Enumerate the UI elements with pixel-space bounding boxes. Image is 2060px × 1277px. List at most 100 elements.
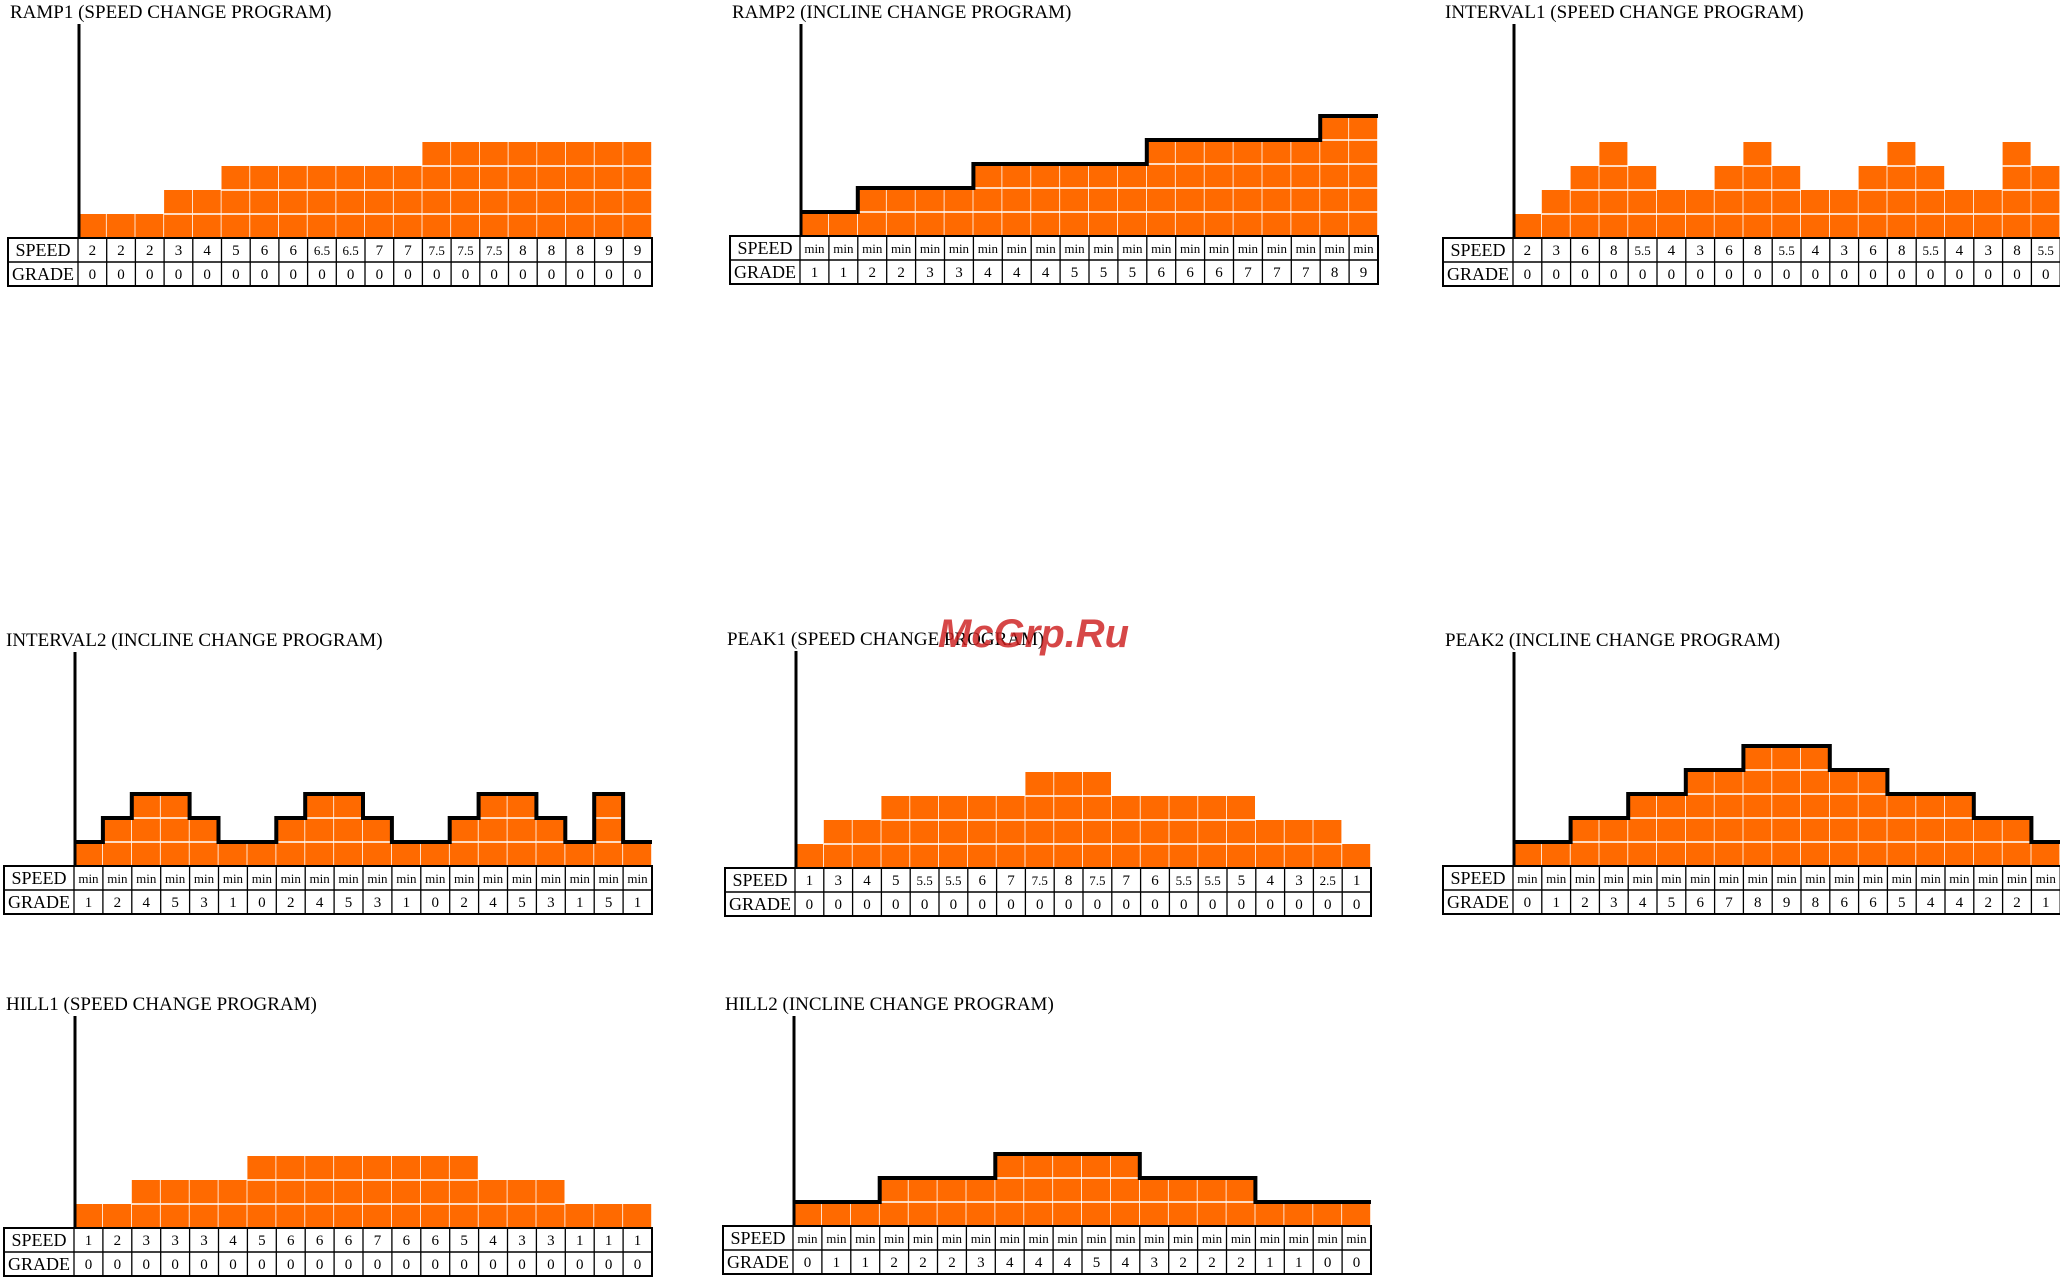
speed-value-cell: min [512, 871, 533, 886]
bar [391, 842, 421, 866]
speed-value-cell: 7 [1122, 873, 1130, 889]
speed-value-cell: min [367, 871, 388, 886]
grade-value-cell: 0 [1725, 267, 1733, 283]
speed-value-cell: min [1180, 241, 1201, 256]
speed-value-cell: min [971, 1231, 992, 1246]
speed-value-cell: 2 [89, 243, 97, 259]
grade-value-cell: 0 [605, 1257, 613, 1273]
grade-row-label: GRADE [12, 264, 74, 284]
grade-value-cell: 3 [926, 265, 934, 281]
bar [334, 794, 363, 866]
speed-value-cell: min [483, 871, 504, 886]
bar [1111, 796, 1141, 868]
grade-value-cell: 2 [1208, 1255, 1216, 1271]
bar [939, 796, 968, 868]
grade-value-cell: 0 [921, 897, 929, 913]
bar [1945, 794, 1974, 866]
speed-value-cell: min [627, 871, 648, 886]
bar [795, 844, 824, 868]
speed-value-cell: 9 [605, 243, 613, 259]
chart-title: INTERVAL2 (INCLINE CHANGE PROGRAM) [6, 630, 383, 651]
grade-value-cell: 0 [318, 267, 326, 283]
grade-value-cell: 0 [1266, 897, 1274, 913]
grade-row-label: GRADE [1447, 892, 1509, 912]
grade-value-cell: 0 [143, 1257, 151, 1273]
speed-value-cell: 4 [203, 243, 211, 259]
bar [623, 842, 652, 866]
speed-value-cell: min [2036, 871, 2057, 886]
grade-value-cell: 0 [89, 267, 97, 283]
grade-value-cell: 0 [1610, 267, 1618, 283]
bar [1053, 1154, 1082, 1226]
grade-value-cell: 0 [634, 267, 642, 283]
speed-value-cell: min [541, 871, 562, 886]
speed-value-cell: min [1057, 1231, 1078, 1246]
speed-value-cell: 8 [1898, 243, 1906, 259]
grade-row-label: GRADE [729, 894, 791, 914]
grade-value-cell: 5 [1898, 895, 1906, 911]
bar [1916, 166, 1945, 238]
grade-value-cell: 1 [1552, 895, 1560, 911]
speed-value-cell: min [1267, 241, 1288, 256]
grade-value-cell: 4 [1042, 265, 1050, 281]
bar [565, 1204, 595, 1228]
program-chart: RAMP1 (SPEED CHANGE PROGRAM) SPEED GRADE 2 2… [7, 2, 653, 287]
speed-value-cell: 3 [143, 1233, 151, 1249]
grade-value-cell: 8 [1754, 895, 1762, 911]
incline-profile-line [74, 792, 652, 844]
bar [1140, 796, 1170, 868]
speed-value-cell: 8 [1610, 243, 1618, 259]
speed-value-cell: min [281, 871, 302, 886]
grade-value-cell: 0 [1552, 267, 1560, 283]
watermark-text: McGrp.Ru [938, 612, 1130, 656]
speed-value-cell: 7 [374, 1233, 382, 1249]
grade-value-cell: 0 [547, 1257, 555, 1273]
grade-value-cell: 0 [1065, 897, 1073, 913]
grade-value-cell: 0 [1180, 897, 1188, 913]
speed-value-cell: 7.5 [486, 243, 502, 258]
speed-value-cell: min [1863, 871, 1884, 886]
grade-row-label: GRADE [8, 892, 70, 912]
grade-value-cell: 0 [1238, 897, 1246, 913]
speed-value-cell: min [1776, 871, 1797, 886]
incline-profile-line [793, 1152, 1371, 1204]
grade-value-cell: 0 [2042, 267, 2050, 283]
bar [967, 796, 997, 868]
grade-value-cell: 0 [1984, 267, 1992, 283]
speed-value-cell: min [949, 241, 970, 256]
program-chart: INTERVAL2 (INCLINE CHANGE PROGRAM) SPEED G… [3, 630, 653, 915]
speed-value-cell: 2.5 [1320, 873, 1336, 888]
grade-value-cell: 0 [433, 267, 441, 283]
speed-value-cell: 2 [117, 243, 125, 259]
speed-value-cell: 6 [1869, 243, 1877, 259]
grade-value-cell: 2 [869, 265, 877, 281]
speed-value-cell: 1 [806, 873, 814, 889]
grade-value-cell: 1 [85, 895, 93, 911]
grade-value-cell: 0 [834, 897, 842, 913]
speed-value-cell: min [1202, 1231, 1223, 1246]
grade-value-cell: 5 [1668, 895, 1676, 911]
speed-value-cell: 4 [1956, 243, 1964, 259]
speed-row-label: SPEED [732, 870, 787, 890]
bar [1628, 794, 1657, 866]
bar [2031, 166, 2060, 238]
speed-value-cell: min [1575, 871, 1596, 886]
bar [1169, 796, 1199, 868]
grade-value-cell: 0 [1122, 897, 1130, 913]
speed-value-cell: min [1029, 1231, 1050, 1246]
speed-value-cell: min [1920, 871, 1941, 886]
chart-title: INTERVAL1 (SPEED CHANGE PROGRAM) [1445, 2, 1804, 23]
grade-value-cell: 0 [287, 1257, 295, 1273]
grade-value-cell: 4 [1927, 895, 1935, 911]
chart-title: PEAK2 (INCLINE CHANGE PROGRAM) [1445, 630, 1780, 651]
grade-value-cell: 0 [978, 897, 986, 913]
speed-value-cell: 3 [171, 1233, 179, 1249]
speed-value-cell: min [862, 241, 883, 256]
grade-value-cell: 0 [490, 267, 498, 283]
bar [1313, 1202, 1343, 1226]
bar [1657, 794, 1686, 866]
speed-value-cell: 2 [146, 243, 154, 259]
speed-row-label: SPEED [11, 868, 66, 888]
speed-value-cell: min [136, 871, 157, 886]
